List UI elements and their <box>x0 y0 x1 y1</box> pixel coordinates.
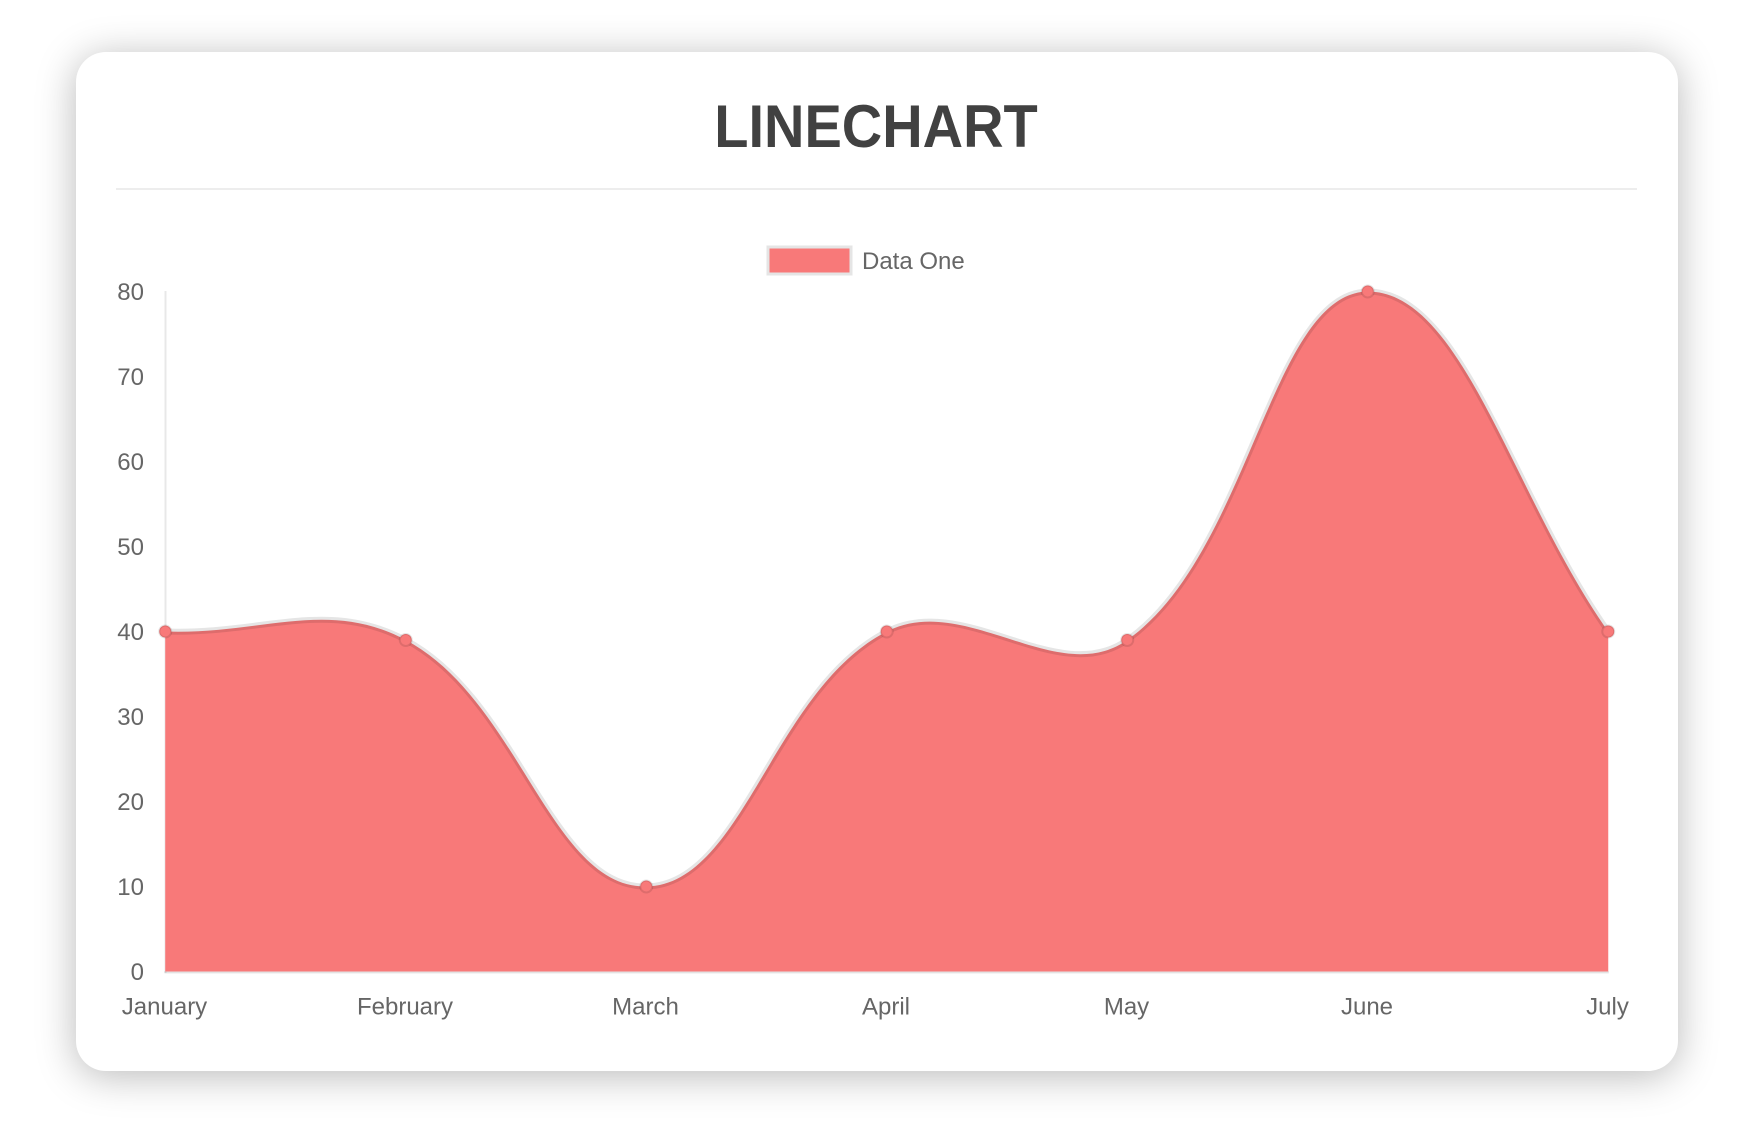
svg-text:40: 40 <box>117 619 144 646</box>
svg-text:60: 60 <box>117 449 144 476</box>
svg-text:70: 70 <box>117 364 144 391</box>
svg-text:March: March <box>612 994 679 1021</box>
svg-text:80: 80 <box>117 279 144 306</box>
svg-text:Data One: Data One <box>862 248 965 275</box>
svg-text:10: 10 <box>117 874 144 901</box>
svg-text:July: July <box>1586 994 1629 1021</box>
svg-text:May: May <box>1104 994 1149 1021</box>
svg-text:30: 30 <box>117 704 144 731</box>
svg-text:20: 20 <box>117 789 144 816</box>
svg-text:0: 0 <box>131 959 144 986</box>
svg-text:February: February <box>357 994 453 1021</box>
svg-text:50: 50 <box>117 534 144 561</box>
svg-text:April: April <box>862 994 910 1021</box>
svg-text:January: January <box>122 994 207 1021</box>
svg-text:June: June <box>1341 994 1393 1021</box>
